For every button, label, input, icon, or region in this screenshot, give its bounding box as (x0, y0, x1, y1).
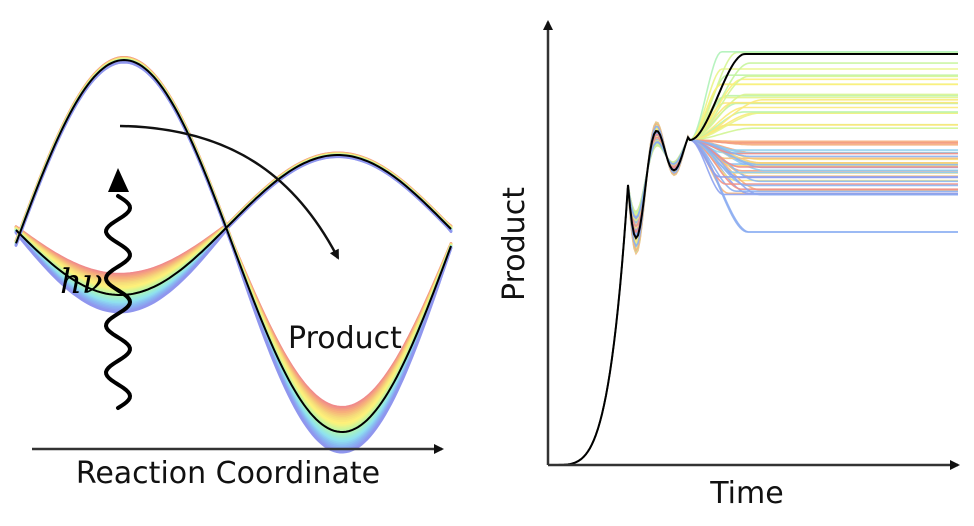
right-panel: Product Time (497, 20, 960, 511)
ground-state-curve (14, 56, 453, 418)
trajectory-curve (550, 137, 958, 466)
ground-state-curve (14, 58, 453, 429)
photon-excitation-arrow (103, 194, 133, 410)
trajectory-curve (550, 137, 958, 466)
ground-state-curve (14, 56, 453, 416)
trajectory-curve (550, 131, 958, 466)
trajectory-curve (550, 102, 958, 466)
trajectory-curve (550, 137, 958, 466)
trajectory-curve (550, 94, 958, 466)
trajectory-curve (550, 137, 958, 466)
product-label: Product (288, 321, 402, 356)
trajectory-curve (550, 122, 958, 466)
reaction-coordinate-label: Reaction Coordinate (76, 456, 380, 491)
ground-state-reference-curve (15, 58, 452, 434)
ground-state-curve-bundle (14, 55, 453, 454)
x-axis-label: Time (709, 476, 783, 511)
trajectory-curve (550, 137, 958, 466)
excited-state-curve (14, 155, 453, 314)
trajectory-curve (550, 137, 958, 466)
y-axis-label: Product (497, 187, 532, 301)
photon-label: hν (60, 262, 103, 302)
trajectory-curve (550, 131, 958, 466)
photon-arrowhead (108, 168, 129, 192)
trajectory-curve (550, 127, 958, 466)
ground-state-curve (14, 57, 453, 422)
trajectory-curve (550, 137, 958, 466)
trajectory-curve (550, 137, 958, 466)
reference-trajectory (550, 53, 958, 466)
trajectory-curve (550, 74, 958, 466)
trajectory-curve (550, 62, 958, 466)
trajectory-bundle (550, 51, 958, 466)
trajectory-curve (550, 137, 958, 466)
trajectory-curve (550, 137, 958, 466)
ground-state-curve (14, 56, 453, 413)
trajectory-curve (550, 136, 958, 466)
ground-state-curve (14, 57, 453, 423)
trajectory-curve (550, 121, 958, 466)
trajectory-curve (550, 131, 958, 466)
trajectory-curve (550, 99, 958, 466)
trajectory-curve (550, 75, 958, 466)
trajectory-curve (550, 137, 958, 466)
trajectory-curve (550, 126, 958, 466)
ground-state-curve (14, 56, 453, 411)
trajectory-curve (550, 78, 958, 466)
excited-state-reference-curve (15, 154, 452, 296)
trajectory-curve (550, 127, 958, 466)
trajectory-curve (550, 136, 958, 466)
trajectory-curve (550, 137, 958, 466)
left-panel: hν Product Reaction Coordinate (14, 55, 453, 491)
trajectory-curve (550, 136, 958, 466)
relaxation-arrow (119, 124, 340, 260)
ground-state-curve (14, 57, 453, 420)
trajectory-curve (550, 106, 958, 466)
ground-state-curve (14, 56, 453, 414)
trajectory-curve (550, 132, 958, 466)
